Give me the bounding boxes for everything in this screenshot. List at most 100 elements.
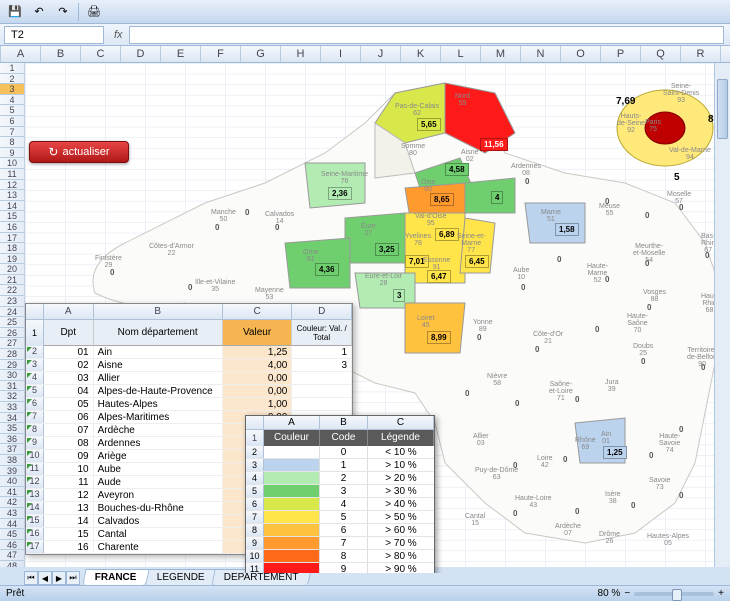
column-header-M[interactable]: M: [481, 46, 521, 62]
row-header-37[interactable]: 37: [0, 444, 24, 455]
row-header-22[interactable]: 22: [0, 285, 24, 296]
row-header-25[interactable]: 25: [0, 317, 24, 328]
row-header-39[interactable]: 39: [0, 466, 24, 477]
column-header-C[interactable]: C: [81, 46, 121, 62]
column-header-O[interactable]: O: [561, 46, 601, 62]
table-row[interactable]: 504Alpes-de-Haute-Provence0,00: [26, 385, 352, 398]
row-header-14[interactable]: 14: [0, 201, 24, 212]
name-box[interactable]: T2: [4, 26, 104, 44]
row-header-42[interactable]: 42: [0, 497, 24, 508]
row-header-27[interactable]: 27: [0, 338, 24, 349]
row-header-45[interactable]: 45: [0, 529, 24, 540]
column-header-L[interactable]: L: [441, 46, 481, 62]
row-header-33[interactable]: 33: [0, 402, 24, 413]
col-b[interactable]: B: [94, 304, 223, 320]
row-header-21[interactable]: 21: [0, 275, 24, 286]
column-header-E[interactable]: E: [161, 46, 201, 62]
column-header-P[interactable]: P: [601, 46, 641, 62]
row-header-9[interactable]: 9: [0, 148, 24, 159]
row-header-20[interactable]: 20: [0, 264, 24, 275]
row-header-7[interactable]: 7: [0, 127, 24, 138]
tab-nav-last[interactable]: ⏭: [66, 571, 80, 585]
print-icon[interactable]: 🖨: [83, 2, 105, 22]
fx-icon[interactable]: fx: [108, 29, 129, 41]
department-name: Ain01: [601, 431, 611, 445]
column-header-K[interactable]: K: [401, 46, 441, 62]
column-header-N[interactable]: N: [521, 46, 561, 62]
actualiser-button[interactable]: actualiser: [29, 141, 129, 163]
department-name: Aisne02: [461, 149, 479, 163]
row-header-29[interactable]: 29: [0, 360, 24, 371]
row-header-47[interactable]: 47: [0, 550, 24, 561]
row-header-15[interactable]: 15: [0, 211, 24, 222]
row-header-17[interactable]: 17: [0, 233, 24, 244]
column-header-A[interactable]: A: [1, 46, 41, 62]
row-header-3[interactable]: 3: [0, 84, 24, 95]
zoom-slider[interactable]: [634, 592, 714, 596]
row-header-41[interactable]: 41: [0, 487, 24, 498]
row-header-40[interactable]: 40: [0, 476, 24, 487]
table-row[interactable]: 403Allier0,00: [26, 372, 352, 385]
column-header-S[interactable]: S: [721, 46, 730, 62]
formula-input[interactable]: [129, 26, 724, 44]
column-header-R[interactable]: R: [681, 46, 721, 62]
redo-icon[interactable]: ↷: [52, 2, 74, 22]
table-row[interactable]: 201Ain1,251: [26, 346, 352, 359]
column-header-D[interactable]: D: [121, 46, 161, 62]
row-header-18[interactable]: 18: [0, 243, 24, 254]
save-icon[interactable]: 💾: [4, 2, 26, 22]
sheet-tab-legende[interactable]: LEGENDE: [144, 569, 217, 585]
row-header-32[interactable]: 32: [0, 391, 24, 402]
row-header-24[interactable]: 24: [0, 307, 24, 318]
table-row[interactable]: 605Hautes-Alpes1,00: [26, 398, 352, 411]
department-name: Haute-Savoie74: [659, 433, 680, 454]
row-header-34[interactable]: 34: [0, 413, 24, 424]
col-a[interactable]: A: [44, 304, 94, 320]
worksheet-grid[interactable]: 5,6511,564,582,368,6541,583,256,897,016,…: [24, 63, 730, 573]
col-c[interactable]: C: [223, 304, 293, 320]
vertical-scrollbar[interactable]: [714, 63, 730, 567]
row-header-19[interactable]: 19: [0, 254, 24, 265]
row-header-4[interactable]: 4: [0, 95, 24, 106]
row-header-44[interactable]: 44: [0, 519, 24, 530]
zoom-out-icon[interactable]: −: [624, 588, 630, 599]
legend-row: 64> 40 %: [246, 498, 434, 511]
row-header-5[interactable]: 5: [0, 105, 24, 116]
row-header-43[interactable]: 43: [0, 508, 24, 519]
tab-nav-next[interactable]: ▶: [52, 571, 66, 585]
department-name: Ardèche07: [555, 523, 581, 537]
row-header-11[interactable]: 11: [0, 169, 24, 180]
row-header-35[interactable]: 35: [0, 423, 24, 434]
sheet-tab-france[interactable]: FRANCE: [82, 569, 149, 585]
tab-nav-first[interactable]: ⏮: [24, 571, 38, 585]
row-header-46[interactable]: 46: [0, 540, 24, 551]
tab-nav-prev[interactable]: ◀: [38, 571, 52, 585]
column-header-I[interactable]: I: [321, 46, 361, 62]
row-header-13[interactable]: 13: [0, 190, 24, 201]
table-row[interactable]: 302Aisne4,003: [26, 359, 352, 372]
row-header-12[interactable]: 12: [0, 180, 24, 191]
column-header-G[interactable]: G: [241, 46, 281, 62]
zoom-in-icon[interactable]: +: [718, 588, 724, 599]
row-header-30[interactable]: 30: [0, 370, 24, 381]
column-header-F[interactable]: F: [201, 46, 241, 62]
row-header-10[interactable]: 10: [0, 158, 24, 169]
column-header-J[interactable]: J: [361, 46, 401, 62]
column-header-B[interactable]: B: [41, 46, 81, 62]
row-header-6[interactable]: 6: [0, 116, 24, 127]
column-header-H[interactable]: H: [281, 46, 321, 62]
row-header-16[interactable]: 16: [0, 222, 24, 233]
row-header-2[interactable]: 2: [0, 74, 24, 85]
row-header-38[interactable]: 38: [0, 455, 24, 466]
row-header-31[interactable]: 31: [0, 381, 24, 392]
row-header-26[interactable]: 26: [0, 328, 24, 339]
row-header-36[interactable]: 36: [0, 434, 24, 445]
row-header-1[interactable]: 1: [0, 63, 24, 74]
row-header-8[interactable]: 8: [0, 137, 24, 148]
map-zero-label: 0: [521, 283, 525, 292]
column-header-Q[interactable]: Q: [641, 46, 681, 62]
undo-icon[interactable]: ↶: [28, 2, 50, 22]
row-header-28[interactable]: 28: [0, 349, 24, 360]
col-d[interactable]: D: [292, 304, 352, 320]
row-header-23[interactable]: 23: [0, 296, 24, 307]
